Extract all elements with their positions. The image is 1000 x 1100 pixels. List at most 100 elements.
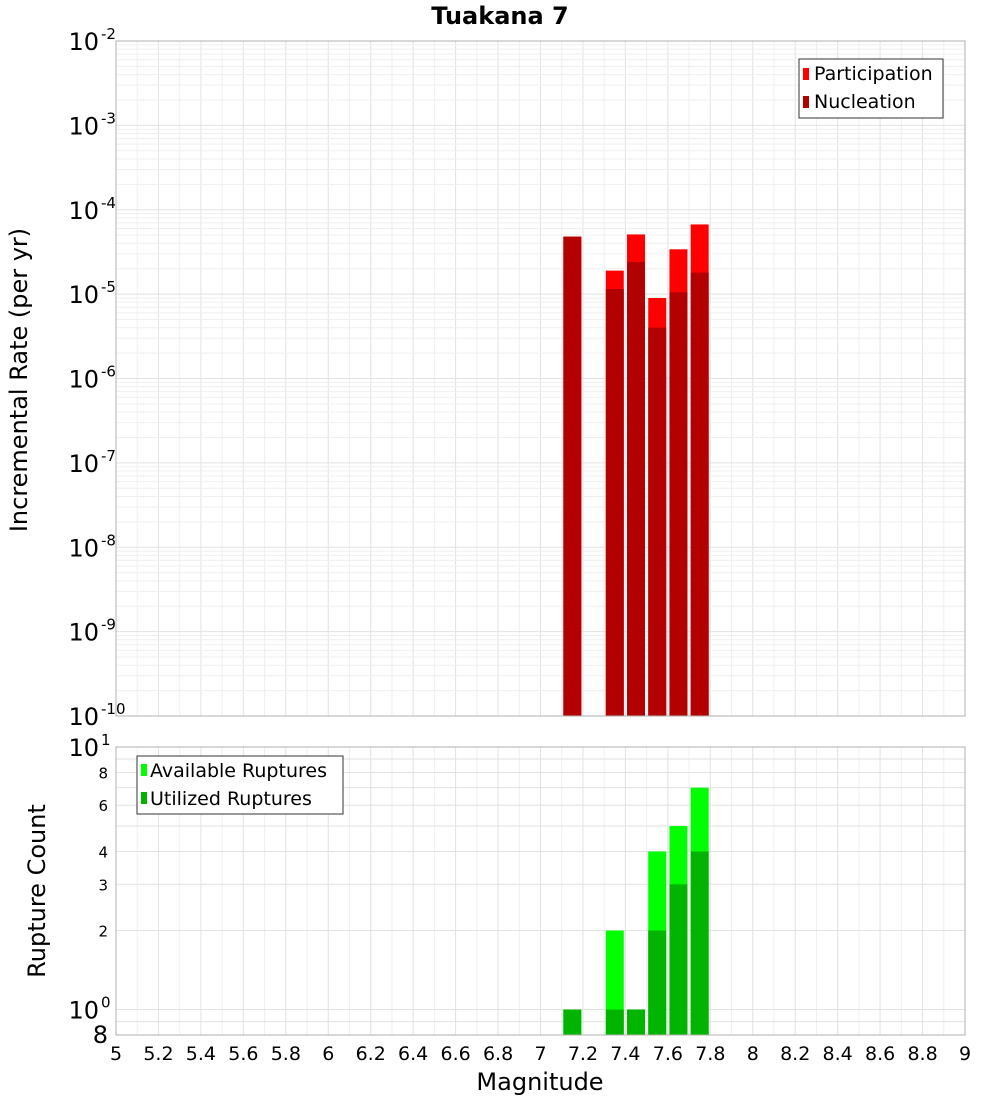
bottom-bar-utilized-ruptures bbox=[669, 884, 688, 1035]
y-tick-base: 10 bbox=[68, 112, 99, 140]
bottom-bar-utilized-ruptures bbox=[627, 1009, 646, 1035]
top-y-tick-label: 10 -7 bbox=[68, 447, 116, 478]
bottom-bar-available-ruptures bbox=[605, 930, 624, 1035]
y-tick-exponent: 0 bbox=[101, 994, 111, 1012]
top-bar-nucleation bbox=[627, 262, 646, 716]
y-tick-exponent: 1 bbox=[101, 731, 111, 749]
top-panel: 10-210-310-410-510-610-710-810-910-10 In… bbox=[5, 25, 966, 731]
top-legend: Participation Nucleation bbox=[798, 58, 944, 119]
top-y-tick-label: 10 -9 bbox=[68, 616, 116, 647]
top-y-tick-label: 10 -10 bbox=[68, 700, 125, 731]
x-tick-label: 8.6 bbox=[865, 1043, 895, 1065]
bottom-bar-utilized-ruptures bbox=[690, 851, 709, 1035]
y-tick-base: 10 bbox=[68, 28, 99, 56]
y-tick-exponent: -5 bbox=[101, 278, 116, 296]
x-tick-label: 9 bbox=[959, 1043, 971, 1065]
y-tick-base: 10 bbox=[68, 703, 99, 731]
y-tick-base: 10 bbox=[68, 281, 99, 309]
y-tick-exponent: -2 bbox=[101, 25, 116, 43]
legend-swatch-participation bbox=[803, 68, 809, 80]
legend-swatch-nucleation bbox=[803, 96, 809, 108]
top-y-tick-label: 10 -6 bbox=[68, 363, 116, 394]
y-tick-base: 10 bbox=[68, 997, 99, 1025]
top-bar-nucleation bbox=[690, 272, 709, 716]
bottom-y-tick-label-minor: 2 bbox=[98, 923, 108, 941]
bottom-y-tick-label-major: 10 1 bbox=[68, 731, 110, 762]
legend-label-available: Available Ruptures bbox=[150, 760, 327, 782]
top-bar-nucleation bbox=[563, 236, 582, 716]
bottom-bar-utilized-ruptures bbox=[648, 930, 667, 1035]
y-tick-base: 10 bbox=[68, 450, 99, 478]
x-tick-label: 8.2 bbox=[780, 1043, 810, 1065]
legend-label-nucleation: Nucleation bbox=[814, 91, 916, 113]
legend-label-utilized: Utilized Ruptures bbox=[150, 788, 312, 810]
x-tick-label: 8.4 bbox=[823, 1043, 853, 1065]
x-tick-label: 7.8 bbox=[695, 1043, 725, 1065]
top-legend-box bbox=[798, 58, 944, 119]
top-y-tick-label: 10 -3 bbox=[68, 109, 116, 140]
top-bars bbox=[563, 224, 709, 717]
y-tick-base: 10 bbox=[68, 534, 99, 562]
x-tick-label: 6.8 bbox=[483, 1043, 513, 1065]
chart-title: Tuakana 7 bbox=[431, 2, 569, 30]
bottom-y-tick-label-minor: 4 bbox=[98, 843, 108, 861]
top-bar-nucleation bbox=[648, 327, 667, 716]
x-tick-label: 8.8 bbox=[907, 1043, 937, 1065]
top-y-tick-label: 10 -2 bbox=[68, 25, 116, 56]
x-tick-label: 7.4 bbox=[610, 1043, 640, 1065]
y-tick-base: 10 bbox=[68, 366, 99, 394]
x-tick-label: 5.8 bbox=[271, 1043, 301, 1065]
x-tick-label: 6 bbox=[322, 1043, 334, 1065]
bottom-y-tick-label-major: 10 0 bbox=[68, 994, 110, 1025]
x-tick-label: 8 bbox=[747, 1043, 759, 1065]
bottom-y-tick-label-min: 8 bbox=[93, 1021, 108, 1049]
x-tick-label: 7.6 bbox=[653, 1043, 683, 1065]
top-gridlines bbox=[115, 41, 966, 717]
bottom-y-tick-label-minor: 8 bbox=[98, 764, 108, 782]
bottom-bar-utilized-ruptures bbox=[563, 1009, 582, 1035]
x-tick-label: 6.4 bbox=[398, 1043, 428, 1065]
bottom-legend: Available Ruptures Utilized Ruptures bbox=[136, 755, 344, 815]
bottom-y-tick-label-minor: 3 bbox=[98, 876, 108, 894]
x-tick-label: 6.2 bbox=[356, 1043, 386, 1065]
x-tick-label: 5.4 bbox=[186, 1043, 216, 1065]
bottom-y-axis-label: Rupture Count bbox=[23, 804, 51, 978]
y-tick-base: 10 bbox=[68, 734, 99, 762]
y-tick-exponent: -9 bbox=[101, 616, 116, 634]
top-y-tick-labels: 10-210-310-410-510-610-710-810-910-10 bbox=[68, 25, 125, 731]
top-y-tick-label: 10 -4 bbox=[68, 194, 116, 225]
bottom-bar-utilized-ruptures bbox=[605, 1009, 624, 1035]
top-bar-nucleation bbox=[605, 289, 624, 716]
y-tick-exponent: -4 bbox=[101, 194, 116, 212]
top-bar-nucleation bbox=[669, 292, 688, 716]
legend-swatch-utilized bbox=[141, 792, 147, 804]
top-y-axis-label: Incremental Rate (per yr) bbox=[5, 228, 33, 532]
y-tick-exponent: -3 bbox=[101, 109, 116, 127]
bottom-legend-box bbox=[136, 755, 344, 815]
legend-label-participation: Participation bbox=[814, 63, 933, 85]
top-y-tick-label: 10 -5 bbox=[68, 278, 116, 309]
x-tick-label: 5 bbox=[110, 1043, 122, 1065]
x-tick-label: 7.2 bbox=[568, 1043, 598, 1065]
top-y-tick-label: 10 -8 bbox=[68, 531, 116, 562]
y-tick-base: 10 bbox=[68, 619, 99, 647]
legend-swatch-available bbox=[141, 764, 147, 776]
x-tick-label: 6.6 bbox=[440, 1043, 470, 1065]
x-axis-label: Magnitude bbox=[476, 1068, 603, 1096]
top-plot-border bbox=[115, 40, 966, 717]
x-tick-labels: 5 5.2 5.4 5.6 5.8 6 6.2 6.4 6.6 6.8 7 7.2 7.4 7.6 7.8 8… bbox=[110, 1043, 971, 1065]
y-tick-exponent: -8 bbox=[101, 531, 116, 549]
x-tick-label: 5.2 bbox=[143, 1043, 173, 1065]
y-tick-exponent: -6 bbox=[101, 363, 116, 381]
x-tick-label: 7 bbox=[534, 1043, 546, 1065]
y-tick-exponent: -7 bbox=[101, 447, 116, 465]
bottom-plot-border bbox=[115, 746, 966, 1036]
x-tick-label: 5.6 bbox=[228, 1043, 258, 1065]
y-tick-exponent: -10 bbox=[101, 700, 126, 718]
y-tick-base: 10 bbox=[68, 197, 99, 225]
bottom-bars bbox=[563, 787, 709, 1035]
bottom-y-tick-label-minor: 6 bbox=[98, 797, 108, 815]
